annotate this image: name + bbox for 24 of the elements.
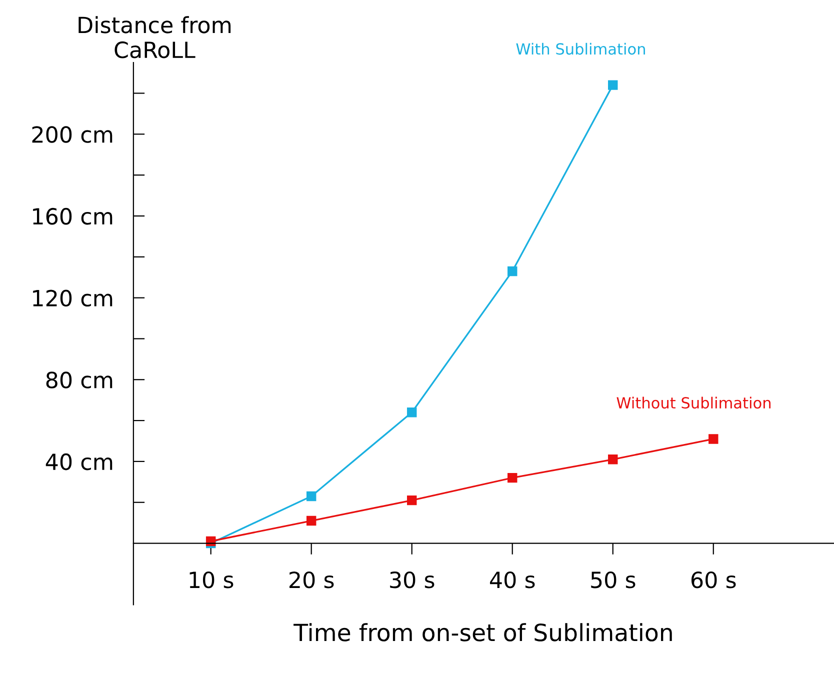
point [508,266,518,276]
x-tick-label: 10 s [190,571,234,588]
y-axis-title: Distance from CaRoLL [78,16,231,58]
y-tick-label: 160 cm [33,208,112,225]
y-tick-label: 200 cm [32,126,112,143]
x-tick-label: 50 s [591,571,636,588]
point [406,407,417,418]
point [508,472,518,483]
y-tick-label: 80 cm [46,372,112,388]
y-tick-label: 40 cm [46,453,112,470]
point [406,495,417,506]
x-tick-label: 60 s [691,571,736,588]
text: With Sublimation [516,42,645,55]
point [306,491,316,502]
x-axis-title: Time from on-set of Sublimation [294,623,672,642]
point [608,80,618,90]
x-tick-label: 30 s [390,571,434,588]
y-tick-label: 120 cm [33,290,112,307]
x-tick-label: 40 s [490,571,535,588]
x-tick-label: 20 s [290,571,334,588]
point [608,454,618,464]
text: Without Sublimation [616,396,770,409]
point [306,516,316,526]
point [708,434,718,444]
